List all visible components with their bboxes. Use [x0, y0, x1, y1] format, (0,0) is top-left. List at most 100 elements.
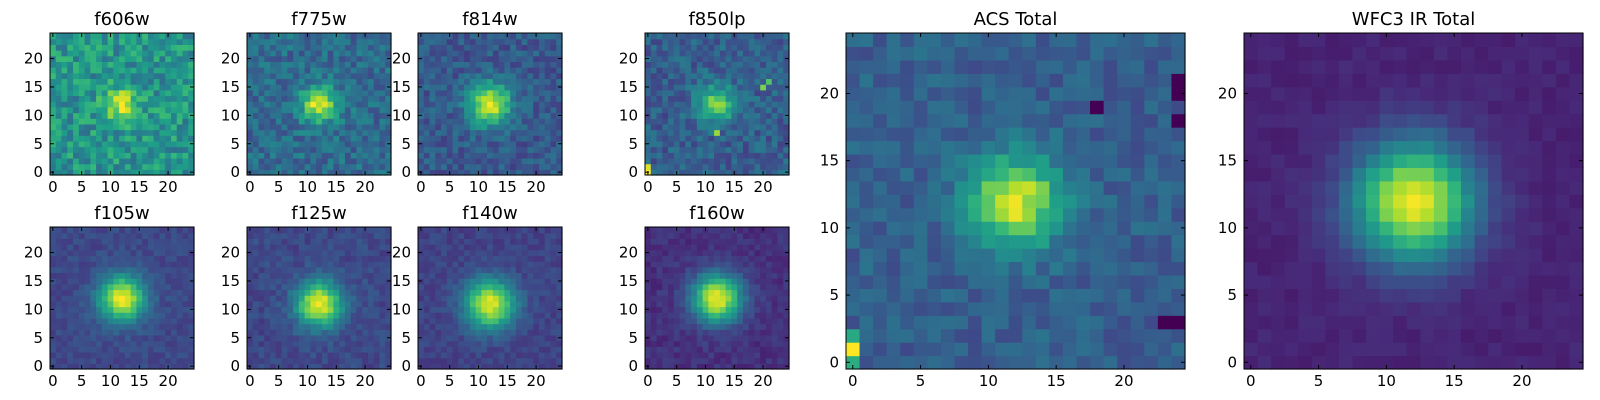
- heatmap-cell: [356, 55, 363, 62]
- heatmap-cell: [481, 232, 488, 239]
- heatmap-cell: [182, 255, 189, 262]
- heatmap-cell: [673, 278, 681, 285]
- heatmap-cell: [446, 50, 454, 57]
- heatmap-cell: [731, 157, 738, 165]
- heatmap-cell: [771, 329, 779, 336]
- heatmap-cell: [270, 33, 277, 40]
- heatmap-cell: [67, 50, 74, 57]
- heatmap-cell: [527, 278, 534, 285]
- heatmap-cell: [50, 157, 57, 165]
- x-tick-label: 5: [445, 178, 455, 196]
- heatmap-cell: [124, 101, 132, 108]
- heatmap-cell: [61, 255, 68, 262]
- heatmap-cell: [333, 255, 340, 262]
- heatmap-cell: [696, 323, 704, 330]
- heatmap-cell: [464, 249, 471, 256]
- heatmap-cell: [521, 78, 529, 85]
- heatmap-cell: [423, 238, 431, 245]
- heatmap-cell: [418, 238, 425, 245]
- heatmap-cell: [293, 140, 300, 148]
- heatmap-cell: [270, 346, 277, 353]
- heatmap-cell: [452, 163, 459, 170]
- heatmap-cell: [101, 44, 109, 51]
- heatmap-cell: [270, 295, 277, 302]
- heatmap-cell: [107, 61, 114, 68]
- heatmap-cell: [252, 163, 260, 170]
- heatmap-cell: [153, 169, 161, 176]
- heatmap-cell: [533, 157, 540, 165]
- heatmap-cell: [304, 72, 311, 80]
- heatmap-cell: [170, 152, 178, 159]
- heatmap-cell: [379, 238, 386, 245]
- heatmap-cell: [310, 67, 317, 74]
- heatmap-cell: [777, 118, 784, 125]
- heatmap-cell: [124, 244, 132, 251]
- heatmap-cell: [696, 78, 704, 85]
- heatmap-cell: [446, 112, 454, 119]
- heatmap-cell: [252, 334, 260, 342]
- heatmap-cell: [379, 261, 386, 268]
- heatmap-cell: [373, 123, 381, 131]
- heatmap-cell: [147, 157, 155, 165]
- heatmap-cell: [685, 278, 692, 285]
- heatmap-cell: [435, 323, 442, 330]
- heatmap-cell: [662, 44, 669, 51]
- heatmap-cell: [521, 227, 529, 234]
- heatmap-cell: [418, 106, 425, 114]
- heatmap-cell: [321, 67, 329, 74]
- heatmap-cell: [298, 152, 306, 159]
- heatmap-cell: [702, 278, 709, 285]
- y-tick-label: 10: [619, 106, 638, 124]
- x-tick-label: 5: [77, 372, 87, 390]
- heatmap-cell: [275, 55, 283, 62]
- heatmap-cell: [475, 146, 482, 153]
- heatmap-cell: [719, 289, 727, 296]
- heatmap-cell: [544, 255, 552, 262]
- heatmap-cell: [344, 300, 352, 308]
- heatmap-cell: [487, 118, 494, 125]
- heatmap-cell: [350, 340, 358, 347]
- heatmap-cell: [679, 118, 686, 125]
- heatmap-cell: [538, 340, 546, 347]
- heatmap-cell: [321, 33, 329, 40]
- heatmap-cell: [176, 38, 184, 45]
- heatmap-cell: [153, 33, 161, 40]
- heatmap-cell: [441, 266, 448, 274]
- heatmap-cell: [538, 357, 546, 364]
- heatmap-cell: [350, 118, 358, 125]
- heatmap-cell: [714, 50, 721, 57]
- heatmap-cell: [521, 67, 529, 74]
- heatmap-cell: [281, 169, 288, 176]
- heatmap-cell: [538, 329, 546, 336]
- heatmap-cell: [533, 249, 540, 256]
- heatmap-cell: [492, 238, 500, 245]
- heatmap-cell: [656, 106, 663, 114]
- heatmap-cell: [275, 123, 283, 131]
- heatmap-cell: [550, 129, 557, 136]
- heatmap-cell: [96, 72, 103, 80]
- heatmap-cell: [367, 232, 375, 239]
- heatmap-cell: [165, 346, 172, 353]
- heatmap-cell: [124, 89, 132, 97]
- heatmap-cell: [538, 169, 546, 176]
- heatmap-cell: [492, 44, 500, 51]
- heatmap-cell: [737, 295, 744, 302]
- heatmap-cell: [165, 106, 172, 114]
- heatmap-cell: [316, 129, 323, 136]
- heatmap-cell: [435, 329, 442, 336]
- heatmap-cell: [159, 157, 166, 165]
- heatmap-cell: [373, 357, 381, 364]
- heatmap-cell: [293, 232, 300, 239]
- heatmap-cell: [475, 351, 482, 359]
- heatmap-cell: [165, 152, 172, 159]
- heatmap-cell: [107, 157, 114, 165]
- heatmap-cell: [147, 249, 155, 256]
- heatmap-cell: [435, 317, 442, 325]
- heatmap-cell: [356, 163, 363, 170]
- heatmap-cell: [327, 289, 334, 296]
- heatmap-cell: [159, 249, 166, 256]
- heatmap-cell: [101, 38, 109, 45]
- heatmap-cell: [538, 112, 546, 119]
- heatmap-cell: [270, 106, 277, 114]
- heatmap-cell: [182, 152, 189, 159]
